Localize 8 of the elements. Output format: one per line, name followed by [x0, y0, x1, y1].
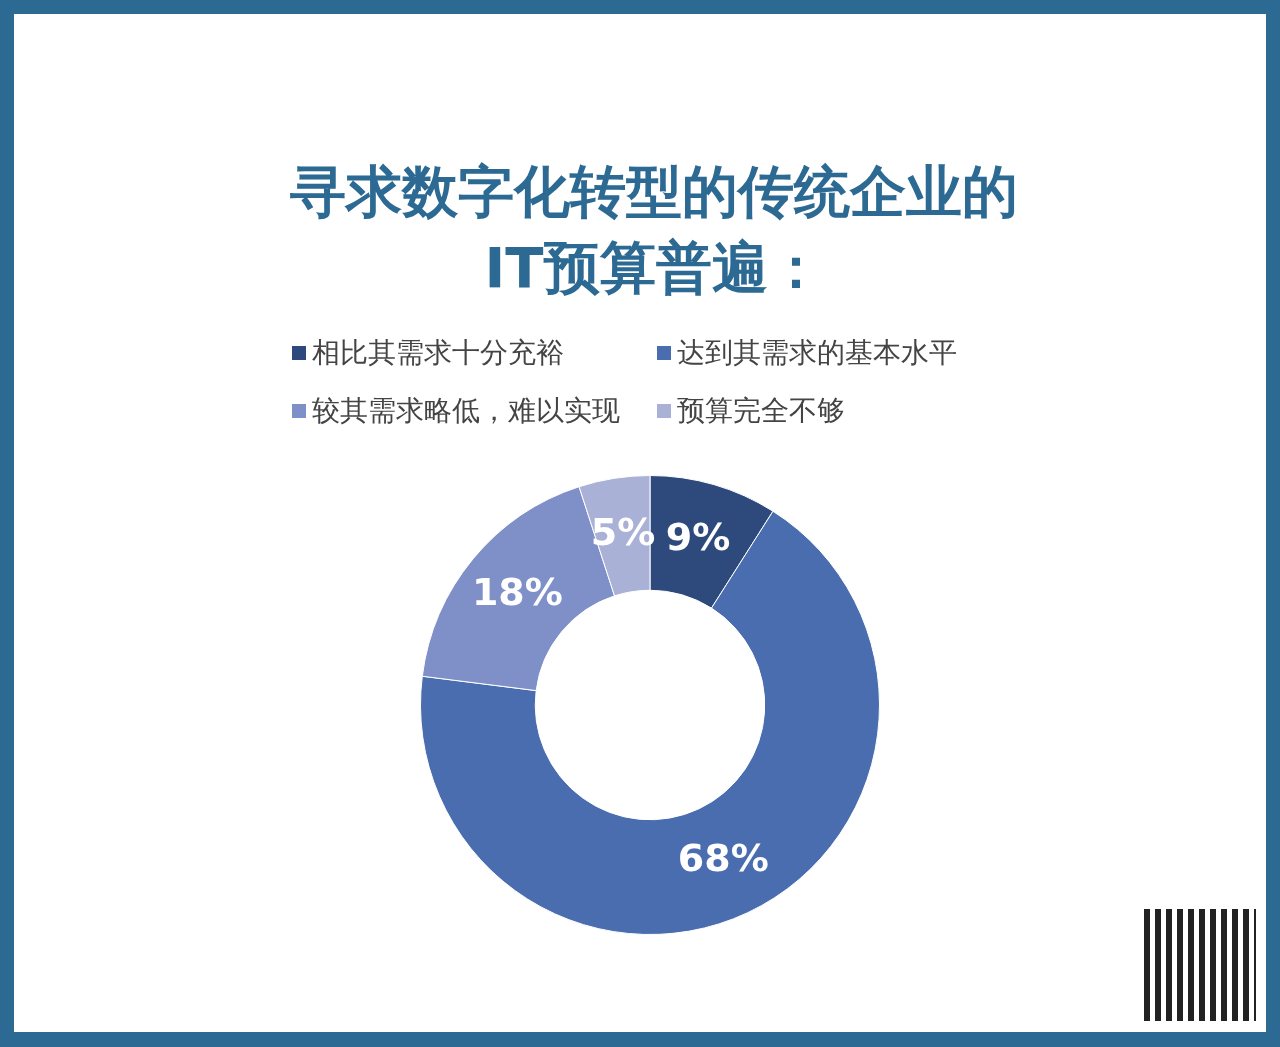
legend-label: 较其需求略低，难以实现 — [312, 393, 620, 429]
chart-title: 寻求数字化转型的传统企业的IT预算普遍： — [289, 158, 1019, 302]
legend-label: 相比其需求十分充裕 — [312, 335, 564, 371]
data-label: 18% — [471, 570, 563, 615]
data-label: 68% — [677, 835, 769, 880]
legend-label: 预算完全不够 — [677, 393, 845, 429]
data-label: 9% — [665, 514, 731, 559]
legend-label: 达到其需求的基本水平 — [677, 335, 957, 371]
